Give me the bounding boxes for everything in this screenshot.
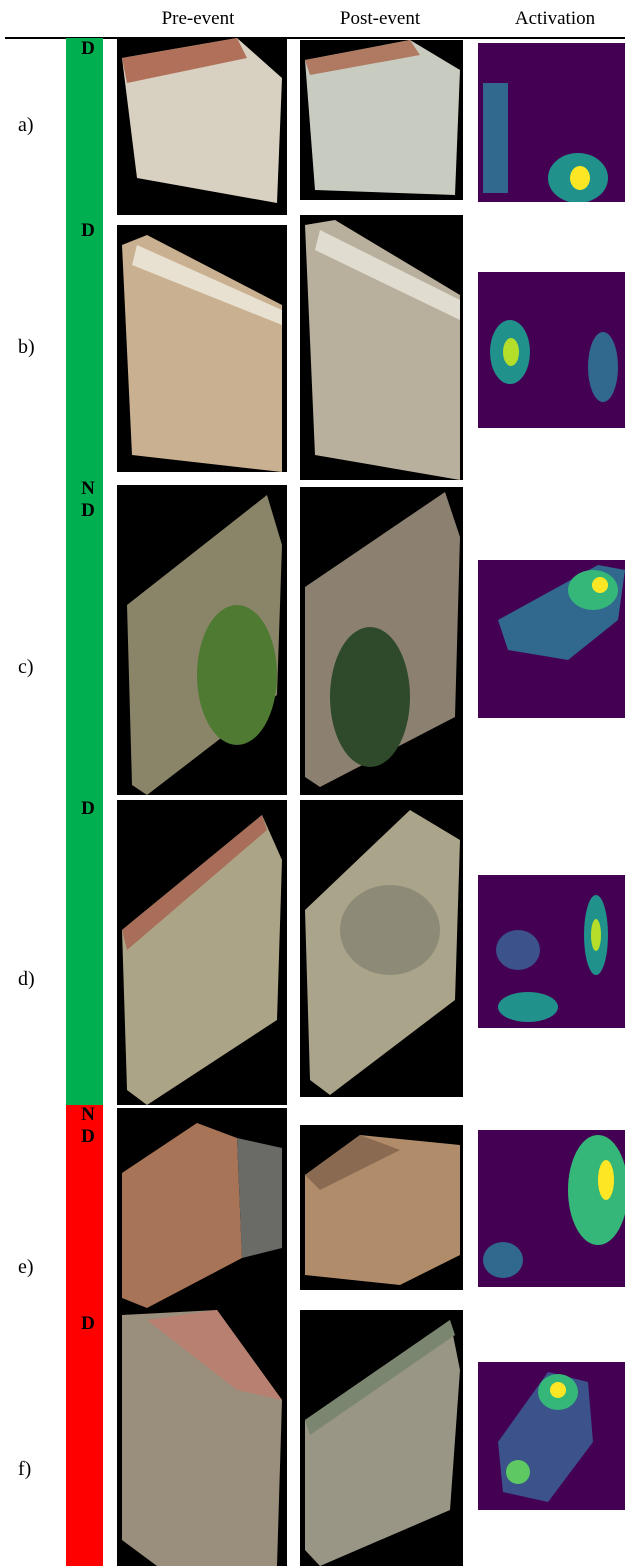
status-label: D <box>78 220 98 242</box>
activation-map <box>478 43 625 202</box>
row-label: e) <box>18 1256 48 1279</box>
status-line: D <box>78 1313 98 1335</box>
status-line: D <box>78 1126 98 1148</box>
row-label: f) <box>18 1458 48 1481</box>
post-event-image <box>300 800 463 1097</box>
status-line: N <box>78 1104 98 1126</box>
status-label: D <box>78 1313 98 1335</box>
status-bar-red <box>66 1105 103 1566</box>
row-label: a) <box>18 114 48 137</box>
row-label: b) <box>18 336 48 359</box>
activation-map <box>478 875 625 1028</box>
column-header: Pre-event <box>118 8 278 30</box>
activation-map <box>478 272 625 428</box>
pre-event-image <box>117 485 287 795</box>
status-line: D <box>78 38 98 60</box>
column-header: Activation <box>475 8 625 30</box>
column-header: Post-event <box>300 8 460 30</box>
post-event-image <box>300 215 463 480</box>
activation-map <box>478 1362 625 1510</box>
status-line: D <box>78 500 98 522</box>
status-line: D <box>78 798 98 820</box>
status-line: D <box>78 220 98 242</box>
pre-event-image <box>117 1108 287 1310</box>
post-event-image <box>300 1310 463 1566</box>
row-label: d) <box>18 968 48 991</box>
pre-event-image <box>117 225 287 472</box>
pre-event-image <box>117 38 287 215</box>
activation-map <box>478 1130 625 1287</box>
pre-event-image <box>117 1310 287 1566</box>
activation-map <box>478 560 625 718</box>
row-label: c) <box>18 656 48 679</box>
post-event-image <box>300 1125 463 1290</box>
post-event-image <box>300 487 463 795</box>
status-line: N <box>78 478 98 500</box>
status-label: D <box>78 798 98 820</box>
status-bar-green <box>66 38 103 1105</box>
figure: Pre-event Post-event Activation a) b) c)… <box>0 0 625 1566</box>
post-event-image <box>300 40 463 200</box>
pre-event-image <box>117 800 287 1105</box>
status-label: D <box>78 38 98 60</box>
